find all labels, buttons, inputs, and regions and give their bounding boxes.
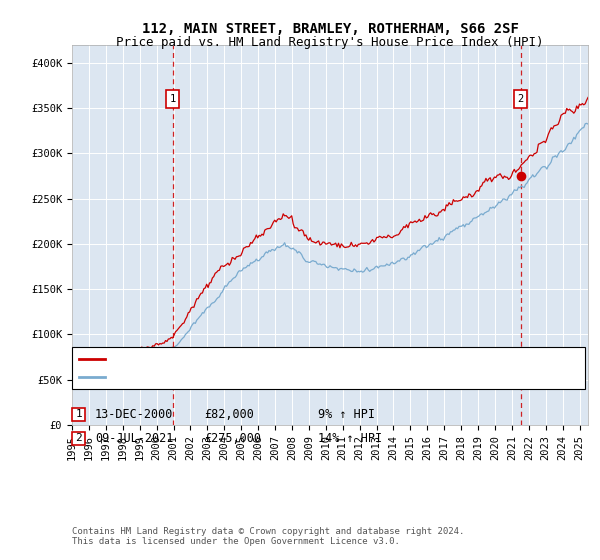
Text: £275,000: £275,000 <box>204 432 261 445</box>
Text: 14% ↑ HPI: 14% ↑ HPI <box>318 432 382 445</box>
Text: Contains HM Land Registry data © Crown copyright and database right 2024.
This d: Contains HM Land Registry data © Crown c… <box>72 526 464 546</box>
Text: 9% ↑ HPI: 9% ↑ HPI <box>318 408 375 421</box>
Text: Price paid vs. HM Land Registry's House Price Index (HPI): Price paid vs. HM Land Registry's House … <box>116 36 544 49</box>
Text: £82,000: £82,000 <box>204 408 254 421</box>
Text: 112, MAIN STREET, BRAMLEY, ROTHERHAM, S66 2SF (detached house): 112, MAIN STREET, BRAMLEY, ROTHERHAM, S6… <box>110 354 528 364</box>
Text: 2: 2 <box>518 94 524 104</box>
Text: 112, MAIN STREET, BRAMLEY, ROTHERHAM, S66 2SF: 112, MAIN STREET, BRAMLEY, ROTHERHAM, S6… <box>142 22 518 36</box>
Text: 1: 1 <box>170 94 176 104</box>
Text: 09-JUL-2021: 09-JUL-2021 <box>95 432 173 445</box>
Text: 1: 1 <box>75 409 82 419</box>
Text: 13-DEC-2000: 13-DEC-2000 <box>95 408 173 421</box>
Text: HPI: Average price, detached house, Rotherham: HPI: Average price, detached house, Roth… <box>110 372 413 382</box>
Text: 2: 2 <box>75 433 82 444</box>
